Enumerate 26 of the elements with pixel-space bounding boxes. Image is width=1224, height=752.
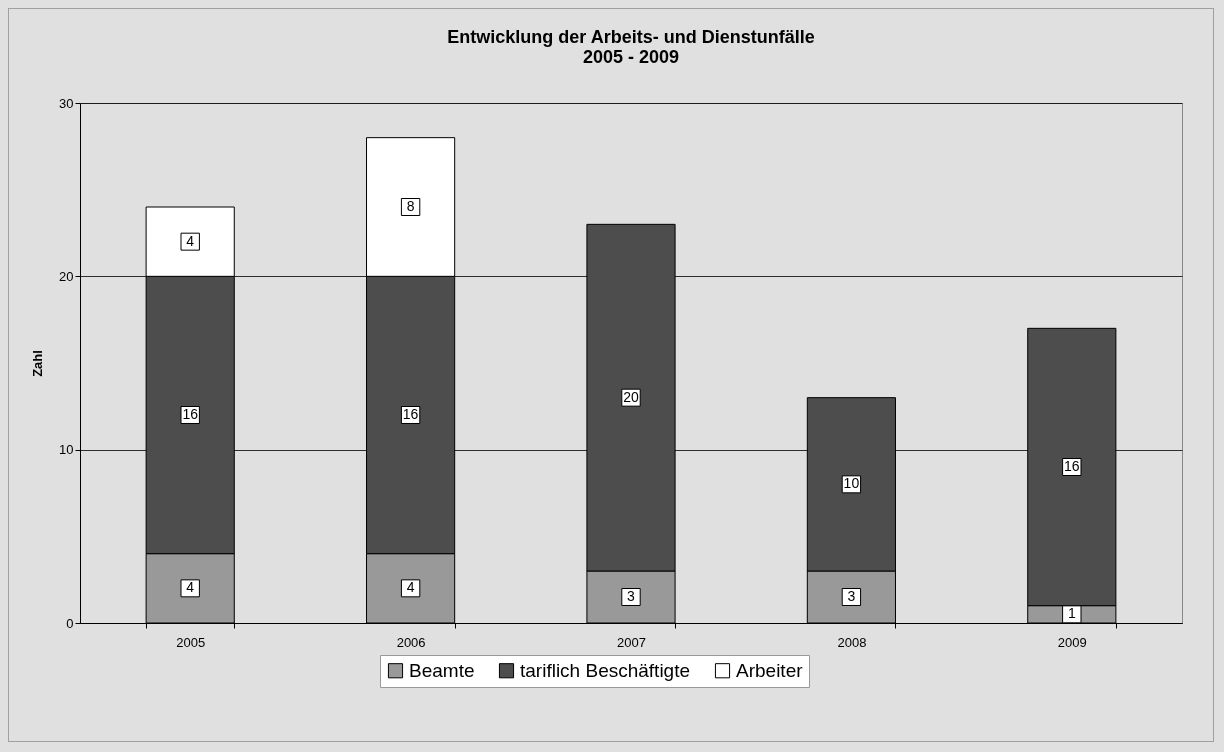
y-axis-title: Zahl [30,350,46,377]
data-label: 1 [1067,605,1076,622]
data-label: 16 [182,406,199,422]
data-label: 3 [627,588,636,604]
y-tick-label: 10 [59,442,74,458]
legend-label: Arbeiter [736,659,804,681]
legend-label: Beamte [409,659,475,681]
data-label: 3 [847,588,856,604]
x-tick-label: 2006 [396,634,426,650]
x-tick-label: 2007 [617,634,646,650]
data-label: 16 [402,406,419,422]
data-label: 10 [843,475,860,492]
data-label: 4 [186,232,195,249]
data-label: 16 [1064,458,1080,474]
x-tick-label: 2008 [837,634,867,650]
x-tick-label: 2009 [1057,634,1087,650]
data-label: 8 [406,198,415,214]
y-tick-label: 30 [59,95,74,111]
data-label: 20 [623,388,639,405]
x-tick-label: 2005 [176,634,206,650]
data-label: 4 [186,579,195,596]
y-tick-label: 20 [59,268,74,284]
data-label: 4 [406,579,415,596]
y-tick-label: 0 [66,615,74,631]
chart-title: Entwicklung der Arbeits- und Dienstunfälle 2005 - 2009 [447,27,815,67]
legend-label: tariflich Beschäftigte [520,659,691,681]
